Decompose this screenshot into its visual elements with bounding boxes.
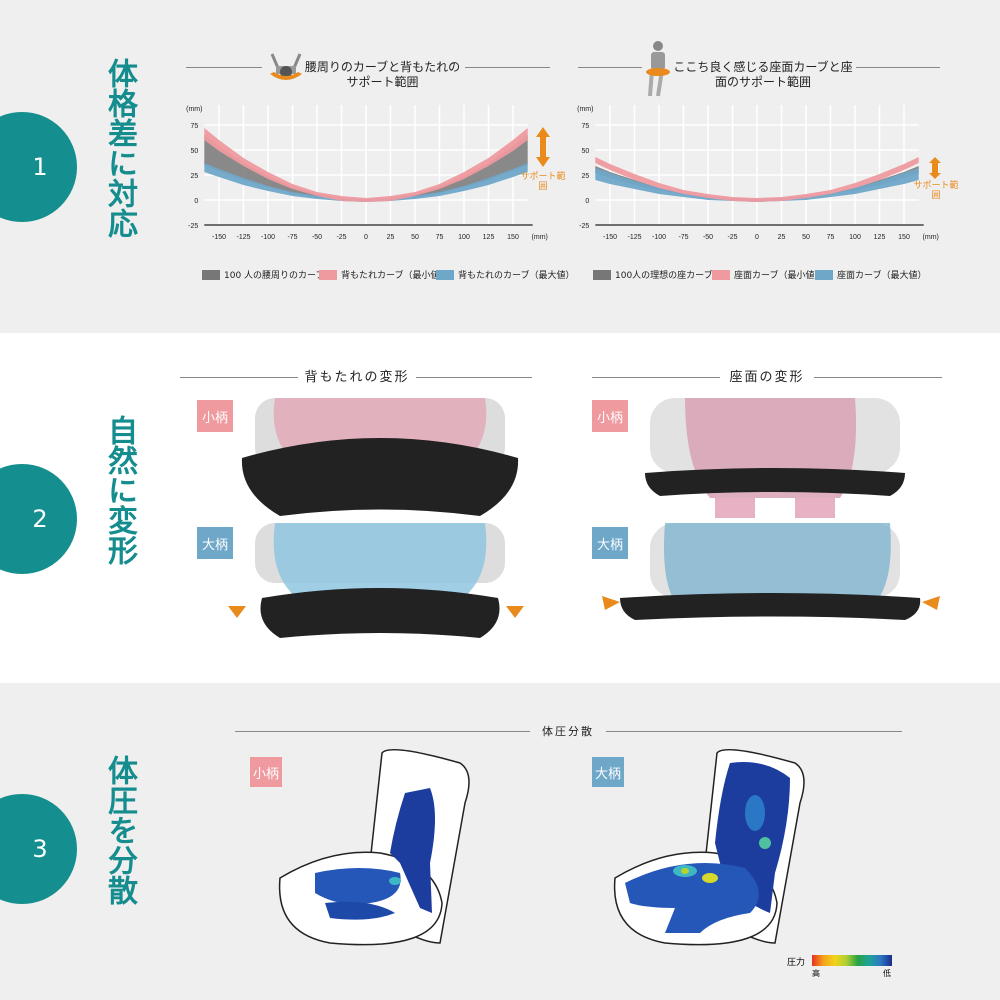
series-band: [595, 168, 919, 202]
section-number: 3: [0, 794, 77, 904]
y-tick-label: -25: [579, 223, 589, 230]
x-tick-label: 125: [874, 234, 886, 241]
x-tick-label: -75: [678, 234, 688, 241]
section-number: 2: [0, 464, 77, 574]
pressure-title: 体圧分散: [542, 725, 594, 738]
x-tick-label: -125: [236, 234, 250, 241]
x-tick-label: -75: [287, 234, 297, 241]
y-tick-label: -25: [188, 223, 198, 230]
x-tick-label: 100: [458, 234, 470, 241]
person-top-view-icon: [270, 53, 302, 80]
x-tick-label: -125: [627, 234, 641, 241]
x-tick-label: 100: [849, 234, 861, 241]
large-body-label: 大柄: [592, 757, 624, 787]
y-tick-label: 50: [582, 148, 590, 155]
legend-item: 100人の理想の座カーブ: [593, 268, 713, 281]
x-tick-label: 50: [411, 234, 419, 241]
x-tick-label: 50: [802, 234, 810, 241]
pressure-high-label: 高: [812, 969, 820, 978]
backrest-title: 背もたれの変形: [304, 370, 410, 385]
pressure-map-small: [278, 748, 470, 946]
y-tick-label: 0: [585, 198, 589, 205]
y-tick-label: 75: [191, 123, 199, 130]
x-tick-label: -150: [212, 234, 226, 241]
support-range-label: サポート範囲: [520, 172, 566, 192]
seat-title: 座面の変形: [729, 370, 805, 385]
chart-title: ここち良く感じる座面カーブと座面のサポート範囲: [673, 60, 853, 89]
legend-item: 背もたれのカーブ（最大値）: [436, 268, 574, 281]
support-range-arrow-icon: [929, 157, 941, 179]
x-tick-label: 125: [483, 234, 495, 241]
x-unit-label: (mm): [923, 234, 939, 241]
seated-person-icon: [646, 41, 670, 97]
x-tick-label: -25: [336, 234, 346, 241]
x-tick-label: 25: [778, 234, 786, 241]
y-tick-label: 25: [582, 173, 590, 180]
series-band: [204, 128, 528, 202]
y-tick-label: 0: [194, 198, 198, 205]
divider: [180, 377, 298, 378]
legend-item: 座面カーブ（最小値）: [712, 268, 823, 281]
y-unit-label: (mm): [577, 106, 593, 113]
section-title: 体圧を分散: [102, 755, 137, 905]
divider: [186, 67, 262, 68]
support-range-label: サポート範囲: [913, 181, 959, 201]
support-range-arrow-icon: [536, 127, 550, 167]
section-deformation: 2 自然に変形 背もたれの変形 座面の変形 小柄 大柄 小柄 大柄: [0, 333, 1000, 683]
x-tick-label: -150: [603, 234, 617, 241]
chart-seat-curve: -150 -125 -100 -75 -50 -25 0 25 50 75 100 125 150 75 5…: [577, 105, 939, 241]
divider: [235, 731, 530, 732]
divider: [606, 731, 902, 732]
pressure-low-label: 低: [883, 969, 891, 978]
x-tick-label: -50: [703, 234, 713, 241]
backrest-deformation-illustration: [228, 398, 524, 638]
large-body-label: 大柄: [197, 527, 233, 559]
x-tick-label: -25: [727, 234, 737, 241]
x-tick-label: -100: [261, 234, 275, 241]
y-tick-label: 50: [191, 148, 199, 155]
x-tick-label: -50: [312, 234, 322, 241]
chart-lumbar-curve: -150 -125 -100 -75 -50 -25 0 25 50 75 100 125 150 75 5…: [186, 105, 548, 241]
section-body-size: 1 体格差に対応 腰周りのカーブと背もたれのサポート範囲 ここち良く感じる座面カ…: [0, 0, 1000, 333]
section-pressure: 3 体圧を分散 体圧分散 小柄 大柄 圧力 高 低: [0, 683, 1000, 1000]
x-tick-label: 150: [898, 234, 910, 241]
y-tick-label: 25: [191, 173, 199, 180]
divider: [416, 377, 532, 378]
x-tick-label: 0: [364, 234, 368, 241]
small-body-label: 小柄: [197, 400, 233, 432]
x-tick-label: -100: [652, 234, 666, 241]
seat-deformation-illustration: [602, 398, 940, 620]
section-title: 自然に変形: [102, 415, 137, 565]
y-tick-label: 75: [582, 123, 590, 130]
pressure-color-scale: [812, 955, 892, 966]
pressure-map-large: [613, 748, 805, 946]
x-tick-label: 75: [827, 234, 835, 241]
legend-item: 背もたれカーブ（最小値）: [319, 268, 448, 281]
large-body-label: 大柄: [592, 527, 628, 559]
y-unit-label: (mm): [186, 106, 202, 113]
divider: [814, 377, 942, 378]
x-tick-label: 75: [436, 234, 444, 241]
x-tick-label: 150: [507, 234, 519, 241]
chart-title: 腰周りのカーブと背もたれのサポート範囲: [304, 60, 461, 89]
divider: [592, 377, 720, 378]
series-band: [204, 163, 528, 202]
legend-item: 座面カーブ（最大値）: [815, 268, 926, 281]
series-band: [595, 157, 919, 202]
section-title: 体格差に対応: [102, 58, 137, 238]
small-body-label: 小柄: [250, 757, 282, 787]
pressure-legend-label: 圧力: [787, 958, 806, 968]
legend-item: 100 人の腰周りのカーブ: [202, 268, 325, 281]
divider: [578, 67, 642, 68]
divider: [465, 67, 550, 68]
x-unit-label: (mm): [532, 234, 548, 241]
x-tick-label: 25: [387, 234, 395, 241]
x-tick-label: 0: [755, 234, 759, 241]
small-body-label: 小柄: [592, 400, 628, 432]
divider: [856, 67, 940, 68]
